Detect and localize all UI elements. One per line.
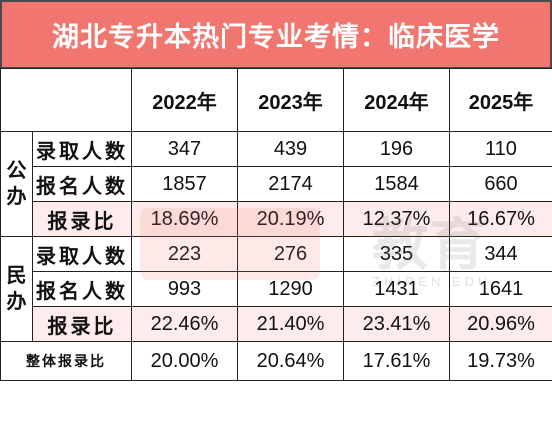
value-cell: 1641 [449,271,552,307]
value-cell: 16.67% [449,201,552,237]
row-label: 报录比 [32,201,132,237]
overall-value-cell: 17.61% [343,341,450,381]
value-cell: 18.69% [131,201,238,237]
group-label-char: 民 [6,265,27,287]
row-label: 报名人数 [32,271,132,307]
overall-value-cell: 20.64% [237,341,344,381]
value-cell: 110 [449,131,552,167]
value-cell: 993 [131,271,238,307]
row-label: 报名人数 [32,166,132,202]
value-cell: 20.96% [449,306,552,342]
value-cell: 196 [343,131,450,167]
value-cell: 660 [449,166,552,202]
value-cell: 2174 [237,166,344,202]
page-title: 湖北专升本热门专业考情：临床医学 [0,0,552,69]
row-label: 录取人数 [32,131,132,167]
group-label-char: 办 [6,186,27,208]
row-label: 录取人数 [32,236,132,272]
value-cell: 276 [237,236,344,272]
value-cell: 347 [131,131,238,167]
row-label: 报录比 [32,306,132,342]
stats-table: 2022年 2023年 2024年 2025年 公 办 录取人数 347 439… [0,68,552,381]
value-cell: 335 [343,236,450,272]
header-row: 2022年 2023年 2024年 2025年 [0,68,552,132]
value-cell: 223 [131,236,238,272]
value-cell: 1290 [237,271,344,307]
table-row: 报录比 22.46% 21.40% 23.41% 20.96% [1,306,552,342]
year-header: 2022年 [131,68,238,132]
table-row: 公 办 录取人数 347 439 196 110 [0,131,552,237]
group-label-public: 公 办 [0,131,33,237]
value-cell: 12.37% [343,201,450,237]
value-cell: 1857 [131,166,238,202]
table-row: 报名人数 993 1290 1431 1641 [1,271,552,307]
table-row: 民 办 录取人数 223 276 335 344 [0,236,552,342]
year-header: 2023年 [237,68,344,132]
year-header: 2024年 [343,68,450,132]
corner-cell [0,68,132,132]
table-row: 报名人数 1857 2174 1584 660 [1,166,552,202]
overall-value-cell: 19.73% [449,341,552,381]
value-cell: 439 [237,131,344,167]
value-cell: 23.41% [343,306,450,342]
group-label-char: 办 [6,291,27,313]
value-cell: 1584 [343,166,450,202]
value-cell: 21.40% [237,306,344,342]
year-header: 2025年 [449,68,552,132]
value-cell: 344 [449,236,552,272]
overall-value-cell: 20.00% [131,341,238,381]
overall-row: 整体报录比 20.00% 20.64% 17.61% 19.73% [0,341,552,381]
group-label-char: 公 [6,160,27,182]
table-row: 报录比 18.69% 20.19% 12.37% 16.67% [1,201,552,237]
value-cell: 1431 [343,271,450,307]
overall-label: 整体报录比 [0,341,132,381]
value-cell: 20.19% [237,201,344,237]
group-label-private: 民 办 [0,236,33,342]
value-cell: 22.46% [131,306,238,342]
